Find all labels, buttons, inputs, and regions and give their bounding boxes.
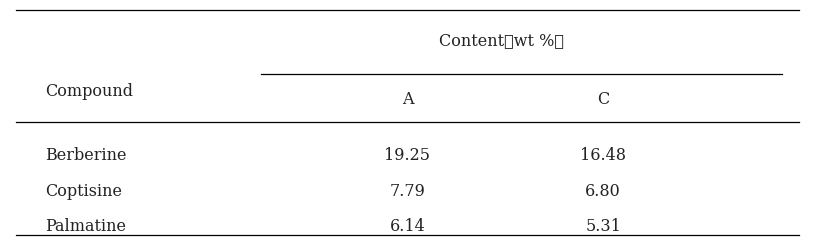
Text: Content（wt %）: Content（wt %） xyxy=(438,32,564,49)
Text: C: C xyxy=(597,91,610,108)
Text: 7.79: 7.79 xyxy=(390,183,425,200)
Text: A: A xyxy=(402,91,413,108)
Text: 5.31: 5.31 xyxy=(585,218,621,235)
Text: 6.14: 6.14 xyxy=(390,218,425,235)
Text: 6.80: 6.80 xyxy=(585,183,621,200)
Text: Palmatine: Palmatine xyxy=(45,218,126,235)
Text: Berberine: Berberine xyxy=(45,147,126,164)
Text: Compound: Compound xyxy=(45,83,133,100)
Text: 19.25: 19.25 xyxy=(385,147,430,164)
Text: Coptisine: Coptisine xyxy=(45,183,121,200)
Text: 16.48: 16.48 xyxy=(580,147,626,164)
